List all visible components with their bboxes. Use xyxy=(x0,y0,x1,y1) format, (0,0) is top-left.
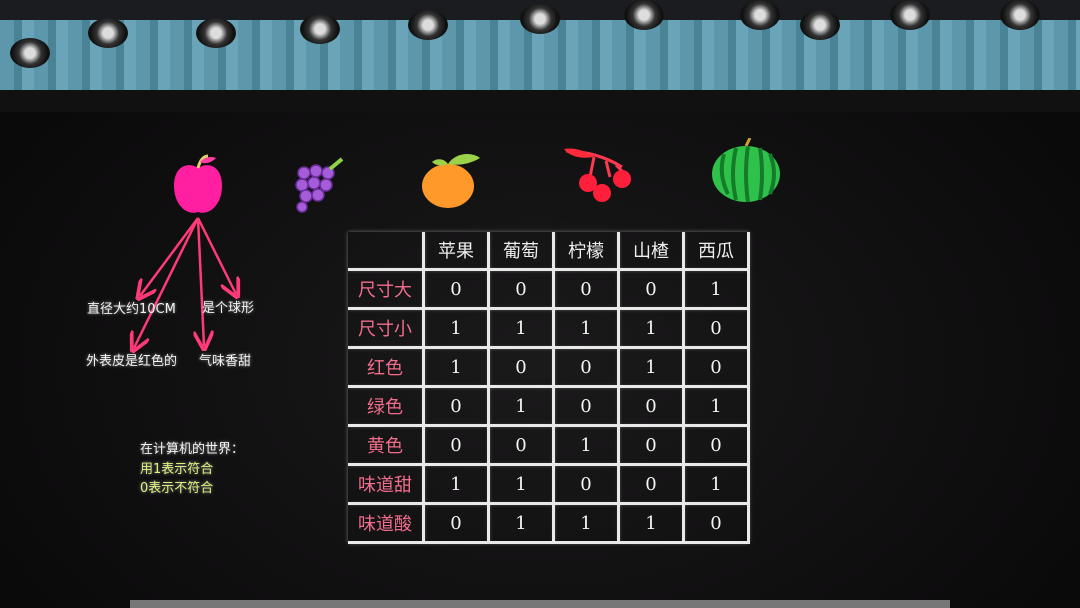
table-cell: 1 xyxy=(682,268,750,310)
table-cell: 1 xyxy=(422,307,490,349)
stage-light xyxy=(520,4,560,34)
legend-line-2: 0表示不符合 xyxy=(140,481,214,496)
table-cell: 0 xyxy=(682,502,750,544)
stage-light xyxy=(300,14,340,44)
legend-line-1: 用1表示符合 xyxy=(140,462,214,477)
table-cell: 1 xyxy=(422,463,490,505)
table-cell: 0 xyxy=(487,346,555,388)
stage-light xyxy=(890,0,930,30)
table-cell: 0 xyxy=(617,268,685,310)
table-cell: 0 xyxy=(682,346,750,388)
feature-table: 苹果 葡萄 柠檬 山楂 西瓜 尺寸大 0 0 0 0 1 尺寸小 1 1 1 1 0 红色 1 0 0 1 0 绿色 0 1 0 0 1… xyxy=(348,232,750,544)
table-cell: 0 xyxy=(617,385,685,427)
table-cell: 1 xyxy=(552,424,620,466)
table-cell: 1 xyxy=(487,307,555,349)
table-cell: 1 xyxy=(487,385,555,427)
column-header: 西瓜 xyxy=(682,232,750,271)
table-cell: 0 xyxy=(552,268,620,310)
table-cell: 0 xyxy=(422,385,490,427)
table-cell: 1 xyxy=(487,463,555,505)
table-cell: 1 xyxy=(617,307,685,349)
column-header: 葡萄 xyxy=(487,232,555,271)
table-cell: 1 xyxy=(422,346,490,388)
table-cell: 0 xyxy=(552,346,620,388)
table-row: 味道酸 0 1 1 1 0 xyxy=(348,502,750,544)
table-cell: 0 xyxy=(487,424,555,466)
note-smell: 气味香甜 xyxy=(199,354,252,369)
corner-cell xyxy=(348,232,425,270)
table-cell: 0 xyxy=(617,463,685,505)
table-cell: 0 xyxy=(422,424,490,466)
apple-icon xyxy=(174,154,222,213)
hawthorn-icon xyxy=(564,148,631,202)
stage-light xyxy=(800,10,840,40)
table-row: 红色 1 0 0 1 0 xyxy=(348,346,750,388)
table-row: 味道甜 1 1 0 0 1 xyxy=(348,463,750,505)
table-cell: 1 xyxy=(487,502,555,544)
row-label: 尺寸大 xyxy=(348,268,425,310)
stage-light xyxy=(408,10,448,40)
table-row: 尺寸大 0 0 0 0 1 xyxy=(348,268,750,310)
row-label: 黄色 xyxy=(348,424,425,466)
stage-light xyxy=(10,38,50,68)
table-cell: 1 xyxy=(552,502,620,544)
table-row: 尺寸小 1 1 1 1 0 xyxy=(348,307,750,349)
row-label: 红色 xyxy=(348,346,425,388)
column-header: 山楂 xyxy=(617,232,685,271)
table-cell: 0 xyxy=(617,424,685,466)
table-cell: 0 xyxy=(487,268,555,310)
header-row: 苹果 葡萄 柠檬 山楂 西瓜 xyxy=(348,232,750,271)
stage-light xyxy=(196,18,236,48)
column-header: 苹果 xyxy=(422,232,490,271)
stage-edge xyxy=(130,600,950,608)
table-cell: 1 xyxy=(552,307,620,349)
row-label: 绿色 xyxy=(348,385,425,427)
stage-light xyxy=(88,18,128,48)
table-cell: 0 xyxy=(682,424,750,466)
table-cell: 1 xyxy=(682,385,750,427)
table-cell: 0 xyxy=(682,307,750,349)
legend-title: 在计算机的世界： xyxy=(140,442,245,457)
stage-light xyxy=(624,0,664,30)
table-cell: 0 xyxy=(422,502,490,544)
table-row: 黄色 0 0 1 0 0 xyxy=(348,424,750,466)
row-label: 尺寸小 xyxy=(348,307,425,349)
table-cell: 1 xyxy=(617,502,685,544)
note-shape: 是个球形 xyxy=(202,301,255,316)
row-label: 味道甜 xyxy=(348,463,425,505)
watermelon-icon xyxy=(712,138,780,203)
grape-icon xyxy=(295,157,344,213)
note-skin: 外表皮是红色的 xyxy=(86,354,178,369)
stage-light xyxy=(740,0,780,30)
row-label: 味道酸 xyxy=(348,502,425,544)
lemon-icon xyxy=(422,154,480,208)
apple-arrows xyxy=(0,217,300,360)
table-cell: 1 xyxy=(682,463,750,505)
lower-truss xyxy=(0,90,1080,112)
table-cell: 0 xyxy=(552,463,620,505)
table-row: 绿色 0 1 0 0 1 xyxy=(348,385,750,427)
table-cell: 0 xyxy=(422,268,490,310)
note-diameter: 直径大约10CM xyxy=(87,302,176,317)
table-cell: 0 xyxy=(552,385,620,427)
stage-light xyxy=(1000,0,1040,30)
table-cell: 1 xyxy=(617,346,685,388)
column-header: 柠檬 xyxy=(552,232,620,271)
